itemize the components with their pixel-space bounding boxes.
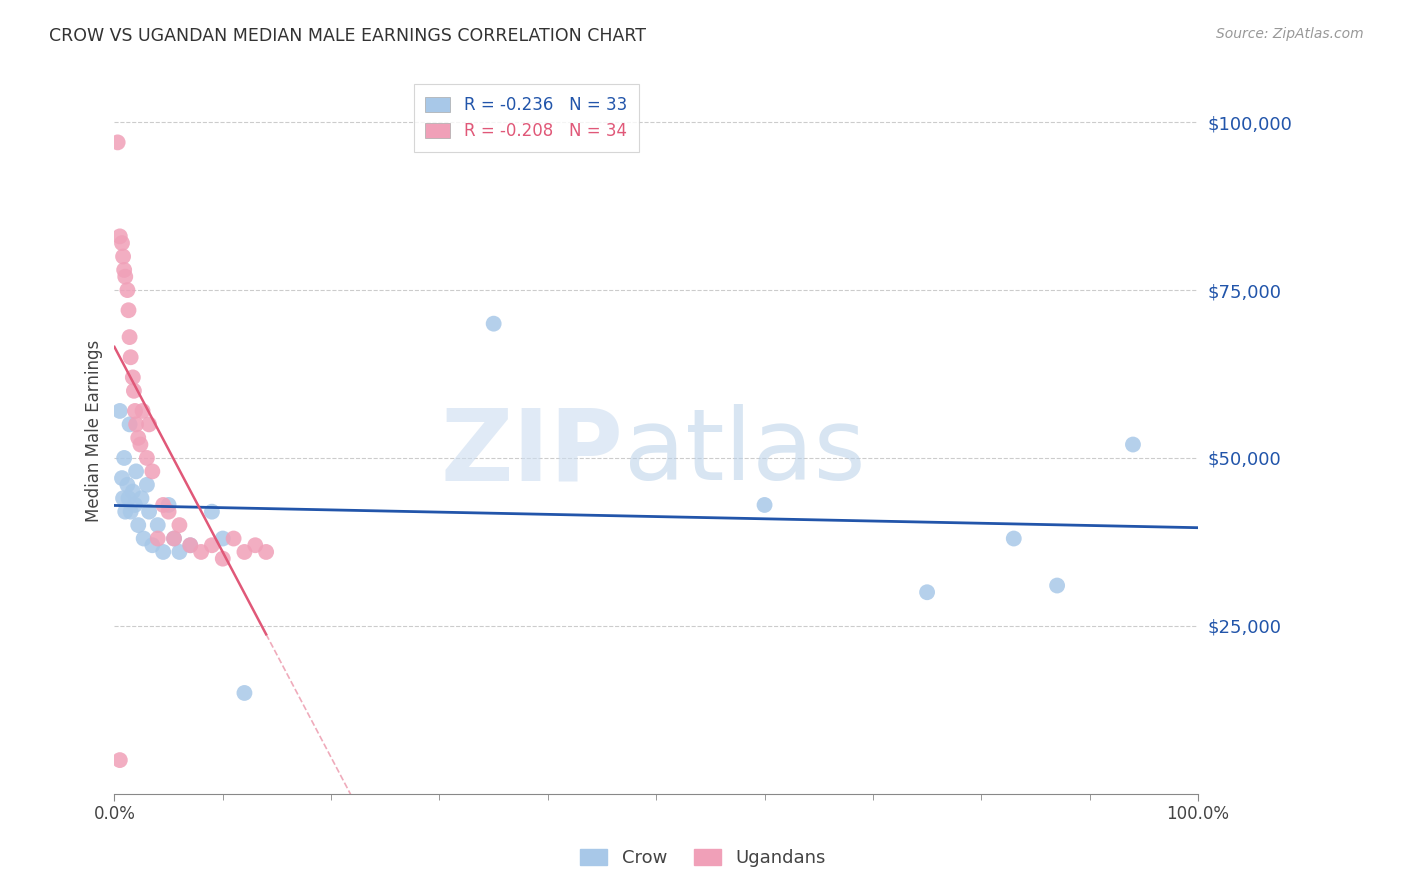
Point [179,538,201,552]
Point [117,491,139,506]
Point [114,505,136,519]
Point [211,532,233,546]
Point [915,585,938,599]
Text: Source: ZipAtlas.com: Source: ZipAtlas.com [1216,27,1364,41]
Point [117,283,139,297]
Point [157,498,180,512]
Point [152,498,174,512]
Point [169,545,191,559]
Point [245,538,267,552]
Point [233,686,256,700]
Point [114,269,136,284]
Point [211,551,233,566]
Point [108,229,131,244]
Point [233,545,256,559]
Legend: Crow, Ugandans: Crow, Ugandans [572,841,834,874]
Point [108,753,131,767]
Point [127,431,149,445]
Point [108,404,131,418]
Point [117,478,139,492]
Point [112,250,135,264]
Point [169,518,191,533]
Point [118,417,141,432]
Text: atlas: atlas [624,404,865,501]
Point [135,450,157,465]
Point [1002,532,1025,546]
Point [112,263,135,277]
Point [112,450,135,465]
Point [146,532,169,546]
Text: ZIP: ZIP [441,404,624,501]
Point [127,518,149,533]
Point [146,518,169,533]
Point [141,538,163,552]
Point [125,417,148,432]
Point [138,505,160,519]
Point [111,471,134,485]
Point [179,538,201,552]
Point [135,478,157,492]
Point [107,136,129,150]
Point [124,498,146,512]
Legend: R = -0.236   N = 33, R = -0.208   N = 34: R = -0.236 N = 33, R = -0.208 N = 34 [413,84,638,152]
Point [129,437,152,451]
Point [163,532,186,546]
Point [152,545,174,559]
Point [118,330,141,344]
Point [254,545,277,559]
Point [132,532,155,546]
Point [125,464,148,478]
Point [117,303,139,318]
Point [138,417,160,432]
Point [120,505,142,519]
Point [163,532,186,546]
Point [122,384,145,398]
Point [1046,578,1069,592]
Text: CROW VS UGANDAN MEDIAN MALE EARNINGS CORRELATION CHART: CROW VS UGANDAN MEDIAN MALE EARNINGS COR… [49,27,647,45]
Y-axis label: Median Male Earnings: Median Male Earnings [86,340,103,522]
Point [112,491,135,506]
Point [131,404,153,418]
Point [222,532,245,546]
Point [120,350,142,364]
Point [141,464,163,478]
Point [482,317,505,331]
Point [121,484,143,499]
Point [190,545,212,559]
Point [111,236,134,251]
Point [157,505,180,519]
Point [121,370,143,384]
Point [124,404,146,418]
Point [131,491,153,506]
Point [201,505,224,519]
Point [754,498,776,512]
Point [1122,437,1144,451]
Point [201,538,224,552]
